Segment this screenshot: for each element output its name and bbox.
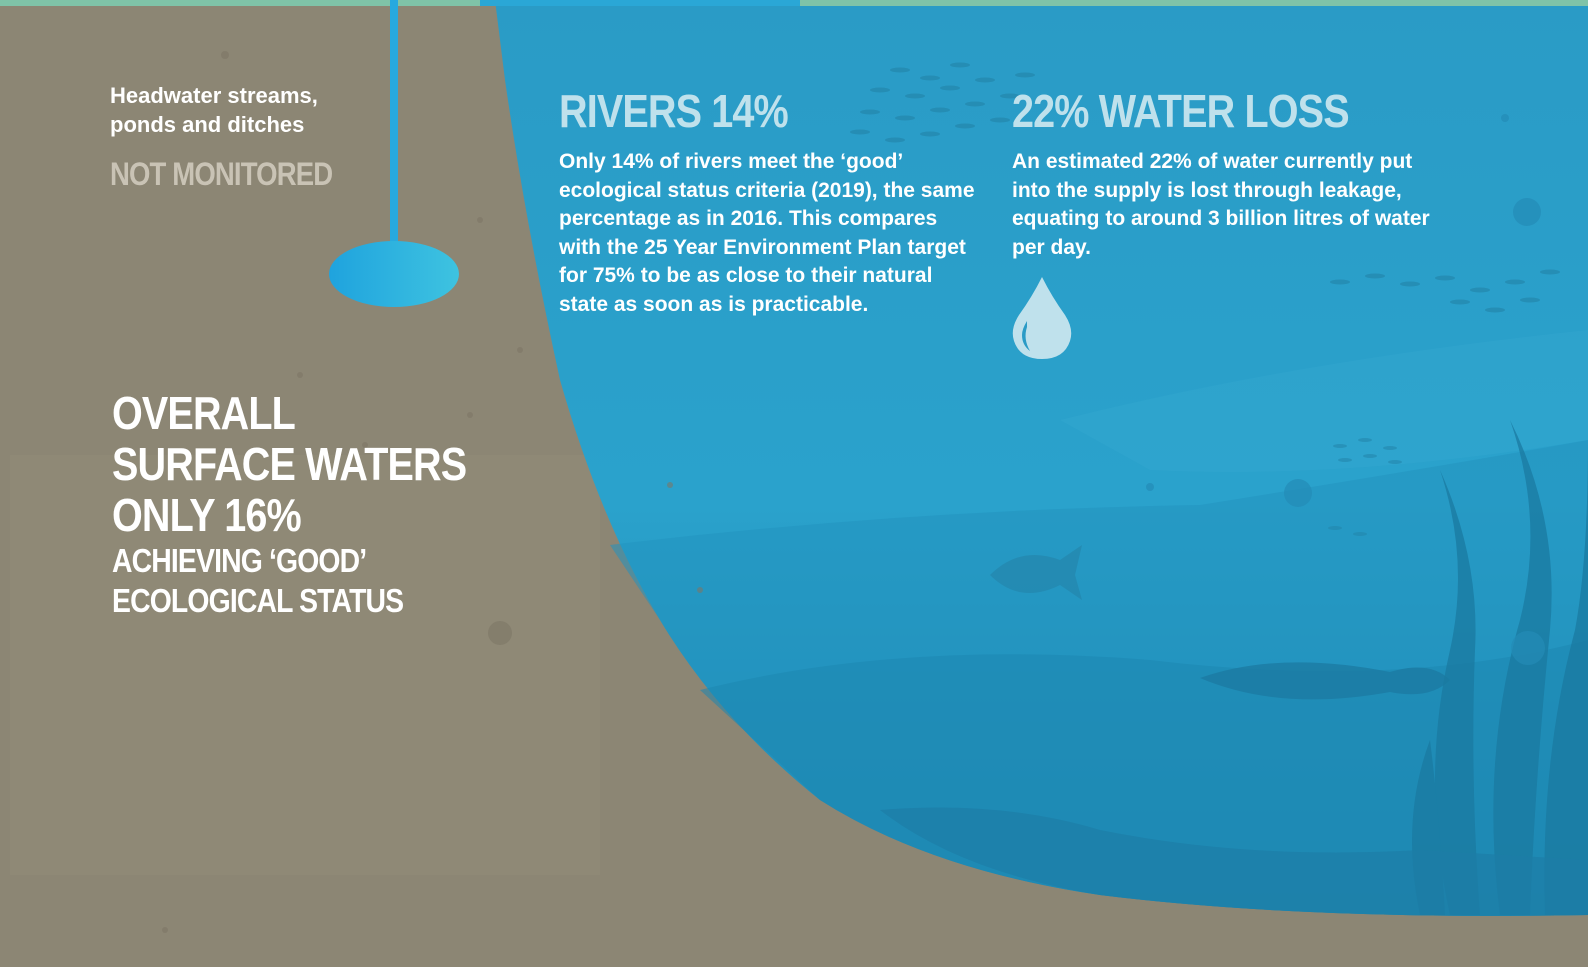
not-monitored-status: NOT MONITORED [110, 156, 333, 192]
water-loss-description: An estimated 22% of water currently put … [1012, 150, 1430, 259]
overall-line-1: OVERALL [112, 387, 296, 439]
seaweed-icon [1412, 420, 1588, 915]
overall-surface-waters-stat: OVERALL SURFACE WATERS ONLY 16% ACHIEVIN… [112, 387, 467, 621]
fish-school-icon [850, 62, 1035, 143]
overall-line-5: ECOLOGICAL STATUS [112, 582, 404, 619]
seabed-ridge [700, 640, 1588, 916]
overall-line-3: ONLY 16% [112, 489, 302, 541]
carp-fish-icon [990, 545, 1082, 600]
upper-water-highlight [1060, 330, 1588, 472]
rivers-heading: RIVERS 14% [559, 85, 789, 137]
water-drop-icon [1012, 277, 1072, 359]
weed-bed-icon [880, 807, 1588, 916]
pond-shape [329, 241, 459, 307]
ground-shade-band [10, 455, 600, 875]
water-bubbles [1146, 114, 1545, 665]
fish-school-right-icon [1330, 269, 1560, 313]
water-loss-heading: 22% WATER LOSS [1012, 85, 1350, 137]
overall-line-2: SURFACE WATERS [112, 438, 467, 490]
ground-pebbles [162, 51, 703, 933]
pike-fish-icon [1200, 662, 1450, 700]
rivers-description: Only 14% of rivers meet the ‘good’ ecolo… [559, 150, 975, 316]
overall-line-4: ACHIEVING ‘GOOD’ [112, 542, 367, 579]
small-fish-group-icon [1328, 438, 1402, 536]
surface-strip-water [480, 0, 800, 6]
headwater-label: Headwater streams, ponds and ditches [110, 83, 318, 137]
